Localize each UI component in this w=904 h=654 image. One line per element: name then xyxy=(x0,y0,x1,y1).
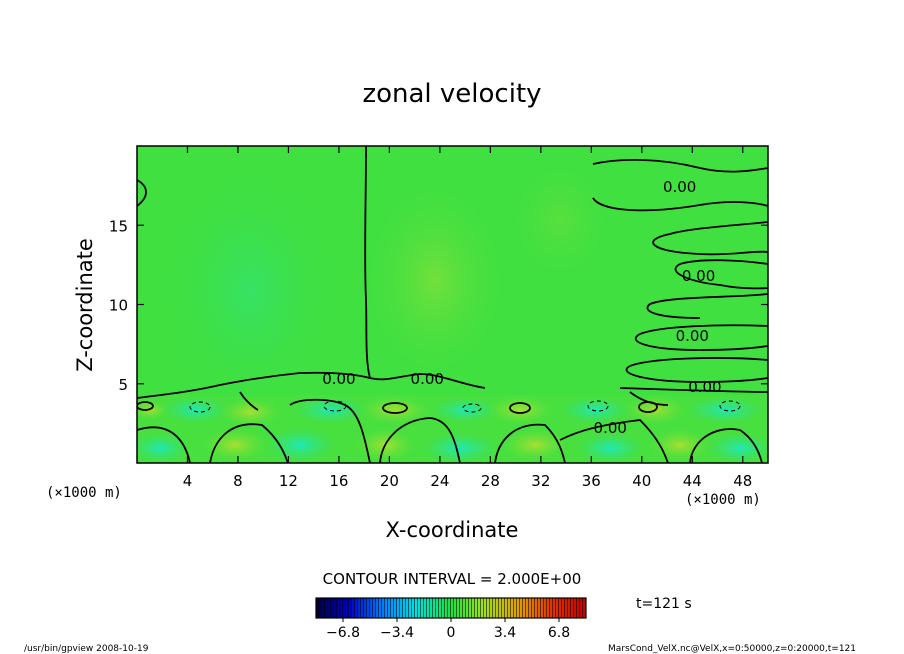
contour-lines xyxy=(137,146,768,463)
contour-vertical-zero xyxy=(364,146,371,379)
contour-label: 0.00 xyxy=(688,378,721,396)
y-axis: 5 10 15 xyxy=(109,217,768,394)
contour-lower-7 xyxy=(689,428,763,463)
contour-right-loop-5 xyxy=(625,357,768,383)
plot-area: 0.00 0.00 0.00 0.00 0.00 0.00 0.00 xyxy=(137,146,768,463)
colorbar-tick-label: −3.4 xyxy=(380,625,414,641)
colorbar-tick-label: 6.8 xyxy=(548,625,570,641)
contour-label: 0.00 xyxy=(411,370,444,388)
contour-right-loop-3 xyxy=(646,293,768,319)
y-axis-title: Z-coordinate xyxy=(73,238,97,372)
footer-right: MarsCond_VelX.nc@VelX,x=0:50000,z=0:2000… xyxy=(608,644,856,654)
chart-title: zonal velocity xyxy=(362,79,541,109)
shade-upper-center xyxy=(355,170,515,390)
contour-interval-label: CONTOUR INTERVAL = 2.000E+00 xyxy=(323,570,582,588)
colorbar-tick-label: −6.8 xyxy=(326,625,360,641)
x-axis-title: X-coordinate xyxy=(386,518,519,542)
colorbar: −6.8 −3.4 0 3.4 6.8 xyxy=(315,597,587,641)
contour-right-loop-mid xyxy=(652,221,768,256)
x-unit-left: (×1000 m) xyxy=(46,485,122,501)
x-tick-label: 48 xyxy=(733,472,752,490)
colorbar-tick-label: 0 xyxy=(447,625,456,641)
x-tick-label: 24 xyxy=(430,472,449,490)
x-axis: 4 8 12 16 20 24 28 32 36 40 44 48 xyxy=(183,146,752,490)
contour-lower-5 xyxy=(494,423,566,463)
time-label: t=121 s xyxy=(636,596,692,612)
colorbar-tick-label: 3.4 xyxy=(494,625,516,641)
contour-right-loop-6 xyxy=(619,387,768,393)
contour-label: 0.00 xyxy=(682,267,715,285)
y-tick-label: 10 xyxy=(109,297,128,315)
x-tick-label: 44 xyxy=(683,472,702,490)
contour-right-loop-2 xyxy=(674,259,768,290)
contour-lower-1 xyxy=(137,426,191,463)
contour-cell-1 xyxy=(382,402,408,414)
contour-bottom-envelope xyxy=(137,371,486,399)
x-tick-label: 36 xyxy=(582,472,601,490)
contour-labels: 0.00 0.00 0.00 0.00 0.00 0.00 0.00 xyxy=(322,178,721,437)
x-tick-label: 32 xyxy=(531,472,550,490)
colorbar-ticks: −6.8 −3.4 0 3.4 6.8 xyxy=(326,618,570,641)
y-tick-label: 5 xyxy=(118,376,128,394)
contour-label: 0.00 xyxy=(322,370,355,388)
lower-layer-cells xyxy=(137,395,768,463)
contour-lower-6 xyxy=(559,419,669,463)
y-tick-label: 15 xyxy=(109,217,128,235)
x-tick-label: 20 xyxy=(380,472,399,490)
x-tick-label: 16 xyxy=(329,472,348,490)
contour-lower-3 xyxy=(289,398,371,463)
x-tick-label: 40 xyxy=(632,472,651,490)
contour-cell-2 xyxy=(509,402,531,414)
shade-upper-left xyxy=(155,160,345,420)
contour-label: 0.00 xyxy=(676,327,709,345)
contour-right-loop-top xyxy=(592,159,768,212)
contour-label: 0.00 xyxy=(594,419,627,437)
shade-upper-right xyxy=(500,150,620,290)
colorbar-stripes xyxy=(316,598,586,618)
x-tick-label: 12 xyxy=(279,472,298,490)
contour-cell-3 xyxy=(638,401,658,413)
x-unit-right: (×1000 m) xyxy=(685,492,761,508)
contour-right-loop-4 xyxy=(634,324,768,351)
x-tick-label: 4 xyxy=(183,472,193,490)
contour-cell-4 xyxy=(137,401,154,411)
x-tick-label: 28 xyxy=(481,472,500,490)
contour-lower-4 xyxy=(379,417,461,463)
x-tick-label: 8 xyxy=(233,472,243,490)
footer-left: /usr/bin/gpview 2008-10-19 xyxy=(24,644,149,654)
contour-label: 0.00 xyxy=(663,178,696,196)
contour-lines-negative xyxy=(189,400,741,413)
contour-left-edge xyxy=(137,179,147,207)
contour-lower-2 xyxy=(209,423,289,463)
